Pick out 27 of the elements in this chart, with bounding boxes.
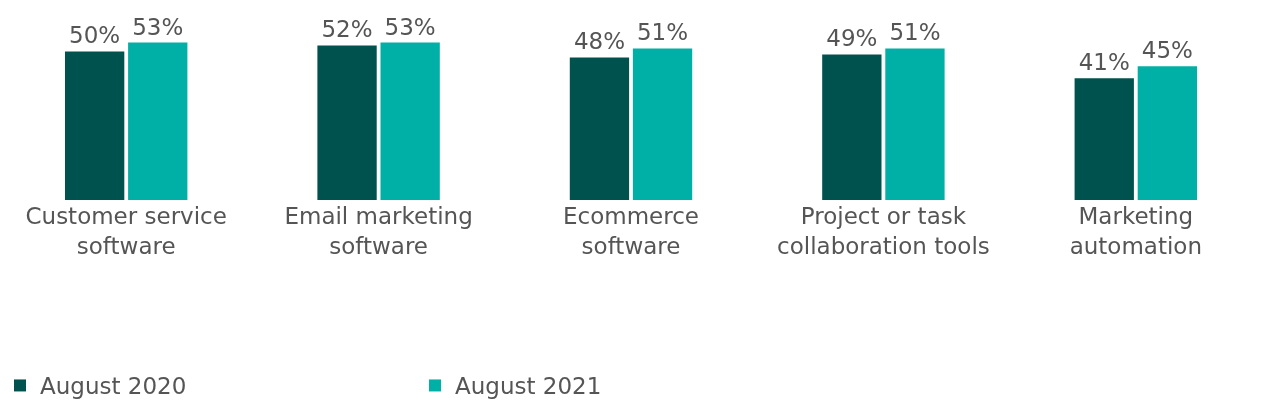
x-tick-label: Project or task collaboration tools — [777, 203, 990, 259]
bar — [1074, 78, 1134, 200]
data-label: 51% — [636, 19, 689, 46]
data-label: 52% — [321, 16, 373, 43]
bar — [64, 51, 125, 200]
bar — [317, 45, 377, 200]
x-tick-label: Marketing automation — [1069, 203, 1202, 259]
bar — [128, 42, 188, 200]
data-label: 51% — [889, 19, 941, 46]
legend-label: August 2020 — [40, 373, 187, 400]
bar — [569, 57, 630, 200]
x-tick-label: Customer service software — [25, 203, 227, 259]
data-label: 53% — [132, 13, 184, 40]
legend-label: August 2021 — [455, 373, 602, 400]
x-tick-label: Email marketing software — [284, 203, 473, 259]
bar — [380, 42, 440, 200]
bar — [632, 48, 693, 200]
data-label: 53% — [384, 13, 436, 40]
data-label: 45% — [1141, 37, 1193, 64]
bar — [885, 48, 945, 200]
bar — [1137, 66, 1198, 200]
data-label: 41% — [1078, 49, 1130, 76]
data-label: 49% — [826, 25, 878, 52]
data-label: 50% — [69, 22, 121, 49]
data-label: 48% — [573, 28, 626, 55]
x-tick-label: Ecommerce software — [563, 203, 699, 259]
bar — [822, 54, 882, 200]
